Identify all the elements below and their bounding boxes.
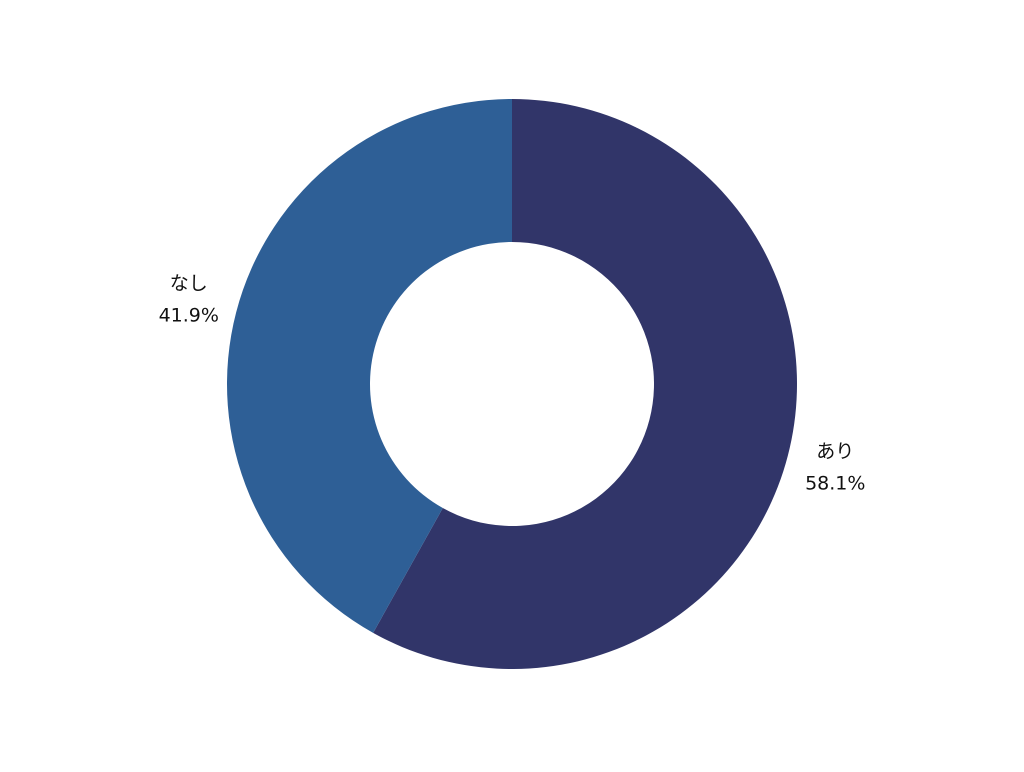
slice-label: なし (170, 272, 208, 294)
value-label: 41.9% (159, 304, 219, 326)
donut-slice (227, 99, 512, 633)
slice-label: あり (816, 441, 854, 463)
donut-slice (373, 99, 797, 669)
value-label: 58.1% (805, 473, 865, 495)
